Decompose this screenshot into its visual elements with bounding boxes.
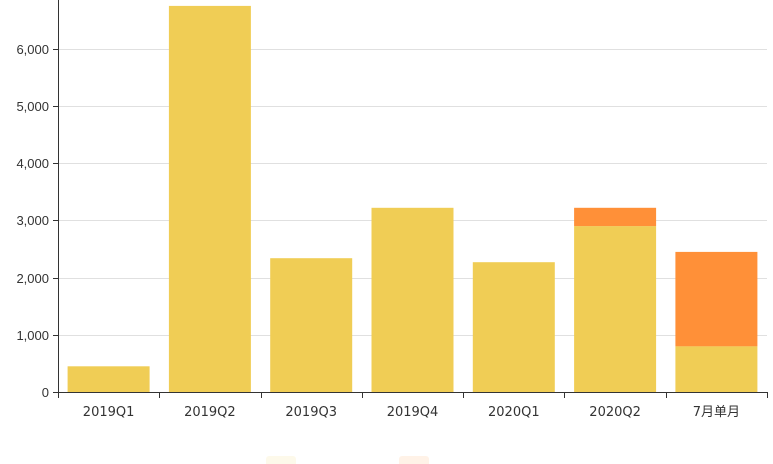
y-tick-label: 6,000 — [16, 42, 49, 57]
bar-series-1 — [371, 207, 454, 392]
bar-series-1 — [67, 366, 150, 392]
bar-series-1 — [675, 346, 758, 392]
bar-series-1 — [574, 226, 657, 392]
bar-series-1 — [472, 262, 555, 392]
x-tick-label: 2019Q3 — [285, 405, 337, 420]
bars — [67, 5, 758, 393]
bar-series-2 — [574, 207, 657, 227]
x-tick-label: 2019Q1 — [83, 405, 135, 420]
legend-swatch-1 — [266, 456, 296, 464]
y-tick-label: 2,000 — [16, 271, 49, 286]
y-tick-label: 3,000 — [16, 213, 49, 228]
x-tick-label: 2019Q4 — [387, 405, 439, 420]
x-tick-label: 7月单月 — [693, 405, 740, 420]
y-tick-label: 0 — [42, 385, 49, 400]
bar-series-2 — [675, 251, 758, 347]
legend — [266, 456, 429, 464]
y-tick-label: 1,000 — [16, 328, 49, 343]
y-tick-label: 5,000 — [16, 99, 49, 114]
bar-series-1 — [168, 5, 251, 393]
y-tick-label: 4,000 — [16, 156, 49, 171]
bar-series-1 — [270, 258, 353, 392]
legend-swatch-2 — [399, 456, 429, 464]
x-tick-label: 2019Q2 — [184, 405, 236, 420]
x-tick-label: 2020Q1 — [488, 405, 540, 420]
axes: 01,0002,0003,0004,0005,0006,0007,0002019… — [16, 0, 768, 420]
x-tick-label: 2020Q2 — [589, 405, 641, 420]
